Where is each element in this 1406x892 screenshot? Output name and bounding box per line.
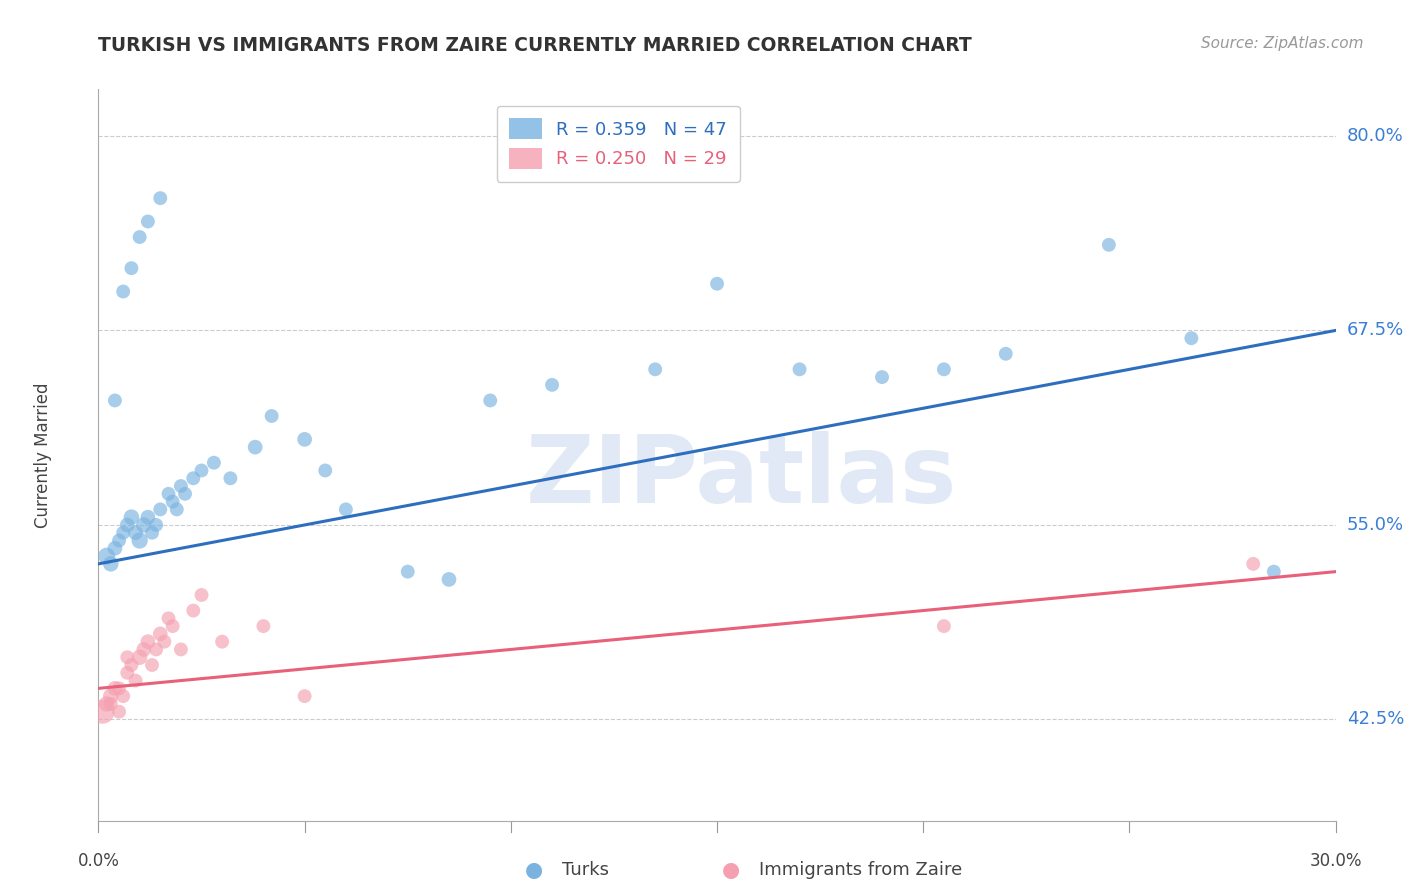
Point bbox=[104, 681, 127, 696]
Point bbox=[437, 573, 460, 587]
Point bbox=[174, 487, 197, 501]
Point bbox=[479, 393, 502, 408]
Point bbox=[1098, 237, 1121, 252]
Point bbox=[1180, 331, 1202, 345]
Point bbox=[91, 705, 114, 719]
Text: 80.0%: 80.0% bbox=[1347, 127, 1403, 145]
Point bbox=[136, 214, 159, 228]
Point bbox=[252, 619, 274, 633]
Text: 55.0%: 55.0% bbox=[1347, 516, 1405, 534]
Point bbox=[644, 362, 666, 376]
Point bbox=[219, 471, 242, 485]
Point bbox=[136, 510, 159, 524]
Text: Immigrants from Zaire: Immigrants from Zaire bbox=[759, 861, 963, 879]
Point bbox=[170, 479, 193, 493]
Point bbox=[117, 650, 139, 665]
Point bbox=[100, 557, 122, 571]
Text: ●: ● bbox=[723, 860, 740, 880]
Point bbox=[145, 518, 167, 533]
Point bbox=[190, 463, 212, 477]
Point bbox=[157, 611, 180, 625]
Point bbox=[294, 689, 316, 703]
Point bbox=[124, 525, 146, 540]
Point bbox=[314, 463, 336, 477]
Point bbox=[120, 510, 142, 524]
Point bbox=[396, 565, 419, 579]
Point bbox=[994, 347, 1017, 361]
Point bbox=[181, 471, 204, 485]
Legend: R = 0.359   N = 47, R = 0.250   N = 29: R = 0.359 N = 47, R = 0.250 N = 29 bbox=[496, 105, 740, 182]
Point bbox=[104, 541, 127, 556]
Point bbox=[149, 627, 172, 641]
Text: TURKISH VS IMMIGRANTS FROM ZAIRE CURRENTLY MARRIED CORRELATION CHART: TURKISH VS IMMIGRANTS FROM ZAIRE CURRENT… bbox=[98, 36, 972, 54]
Point bbox=[157, 487, 180, 501]
Point bbox=[120, 261, 142, 276]
Point bbox=[149, 502, 172, 516]
Point bbox=[112, 285, 135, 299]
Point bbox=[117, 518, 139, 533]
Point bbox=[1263, 565, 1285, 579]
Point bbox=[112, 689, 135, 703]
Point bbox=[153, 634, 176, 648]
Point bbox=[202, 456, 225, 470]
Point bbox=[541, 377, 564, 392]
Text: Turks: Turks bbox=[562, 861, 609, 879]
Point bbox=[108, 705, 131, 719]
Text: Source: ZipAtlas.com: Source: ZipAtlas.com bbox=[1201, 36, 1364, 51]
Point bbox=[100, 697, 122, 711]
Point bbox=[932, 619, 955, 633]
Point bbox=[128, 230, 150, 244]
Point bbox=[145, 642, 167, 657]
Point bbox=[243, 440, 266, 454]
Point bbox=[112, 525, 135, 540]
Point bbox=[162, 494, 184, 508]
Point bbox=[96, 697, 118, 711]
Point bbox=[932, 362, 955, 376]
Point bbox=[96, 549, 118, 563]
Point bbox=[294, 433, 316, 447]
Point bbox=[100, 689, 122, 703]
Point bbox=[104, 393, 127, 408]
Point bbox=[108, 533, 131, 548]
Point bbox=[166, 502, 188, 516]
Point bbox=[190, 588, 212, 602]
Text: 42.5%: 42.5% bbox=[1347, 711, 1405, 729]
Text: 67.5%: 67.5% bbox=[1347, 321, 1405, 340]
Point bbox=[117, 665, 139, 680]
Text: 30.0%: 30.0% bbox=[1309, 852, 1362, 870]
Text: ZIPatlas: ZIPatlas bbox=[526, 431, 957, 523]
Point bbox=[132, 518, 155, 533]
Point bbox=[124, 673, 146, 688]
Point bbox=[132, 642, 155, 657]
Point bbox=[170, 642, 193, 657]
Point bbox=[128, 650, 150, 665]
Point bbox=[128, 533, 150, 548]
Point bbox=[260, 409, 283, 423]
Point bbox=[211, 634, 233, 648]
Point bbox=[706, 277, 728, 291]
Point bbox=[141, 658, 163, 673]
Point bbox=[120, 658, 142, 673]
Point bbox=[136, 634, 159, 648]
Text: 0.0%: 0.0% bbox=[77, 852, 120, 870]
Point bbox=[149, 191, 172, 205]
Text: Currently Married: Currently Married bbox=[34, 382, 52, 528]
Point bbox=[181, 603, 204, 617]
Point bbox=[1241, 557, 1264, 571]
Point bbox=[108, 681, 131, 696]
Point bbox=[335, 502, 357, 516]
Point bbox=[870, 370, 893, 384]
Text: ●: ● bbox=[526, 860, 543, 880]
Point bbox=[789, 362, 811, 376]
Point bbox=[162, 619, 184, 633]
Point bbox=[141, 525, 163, 540]
